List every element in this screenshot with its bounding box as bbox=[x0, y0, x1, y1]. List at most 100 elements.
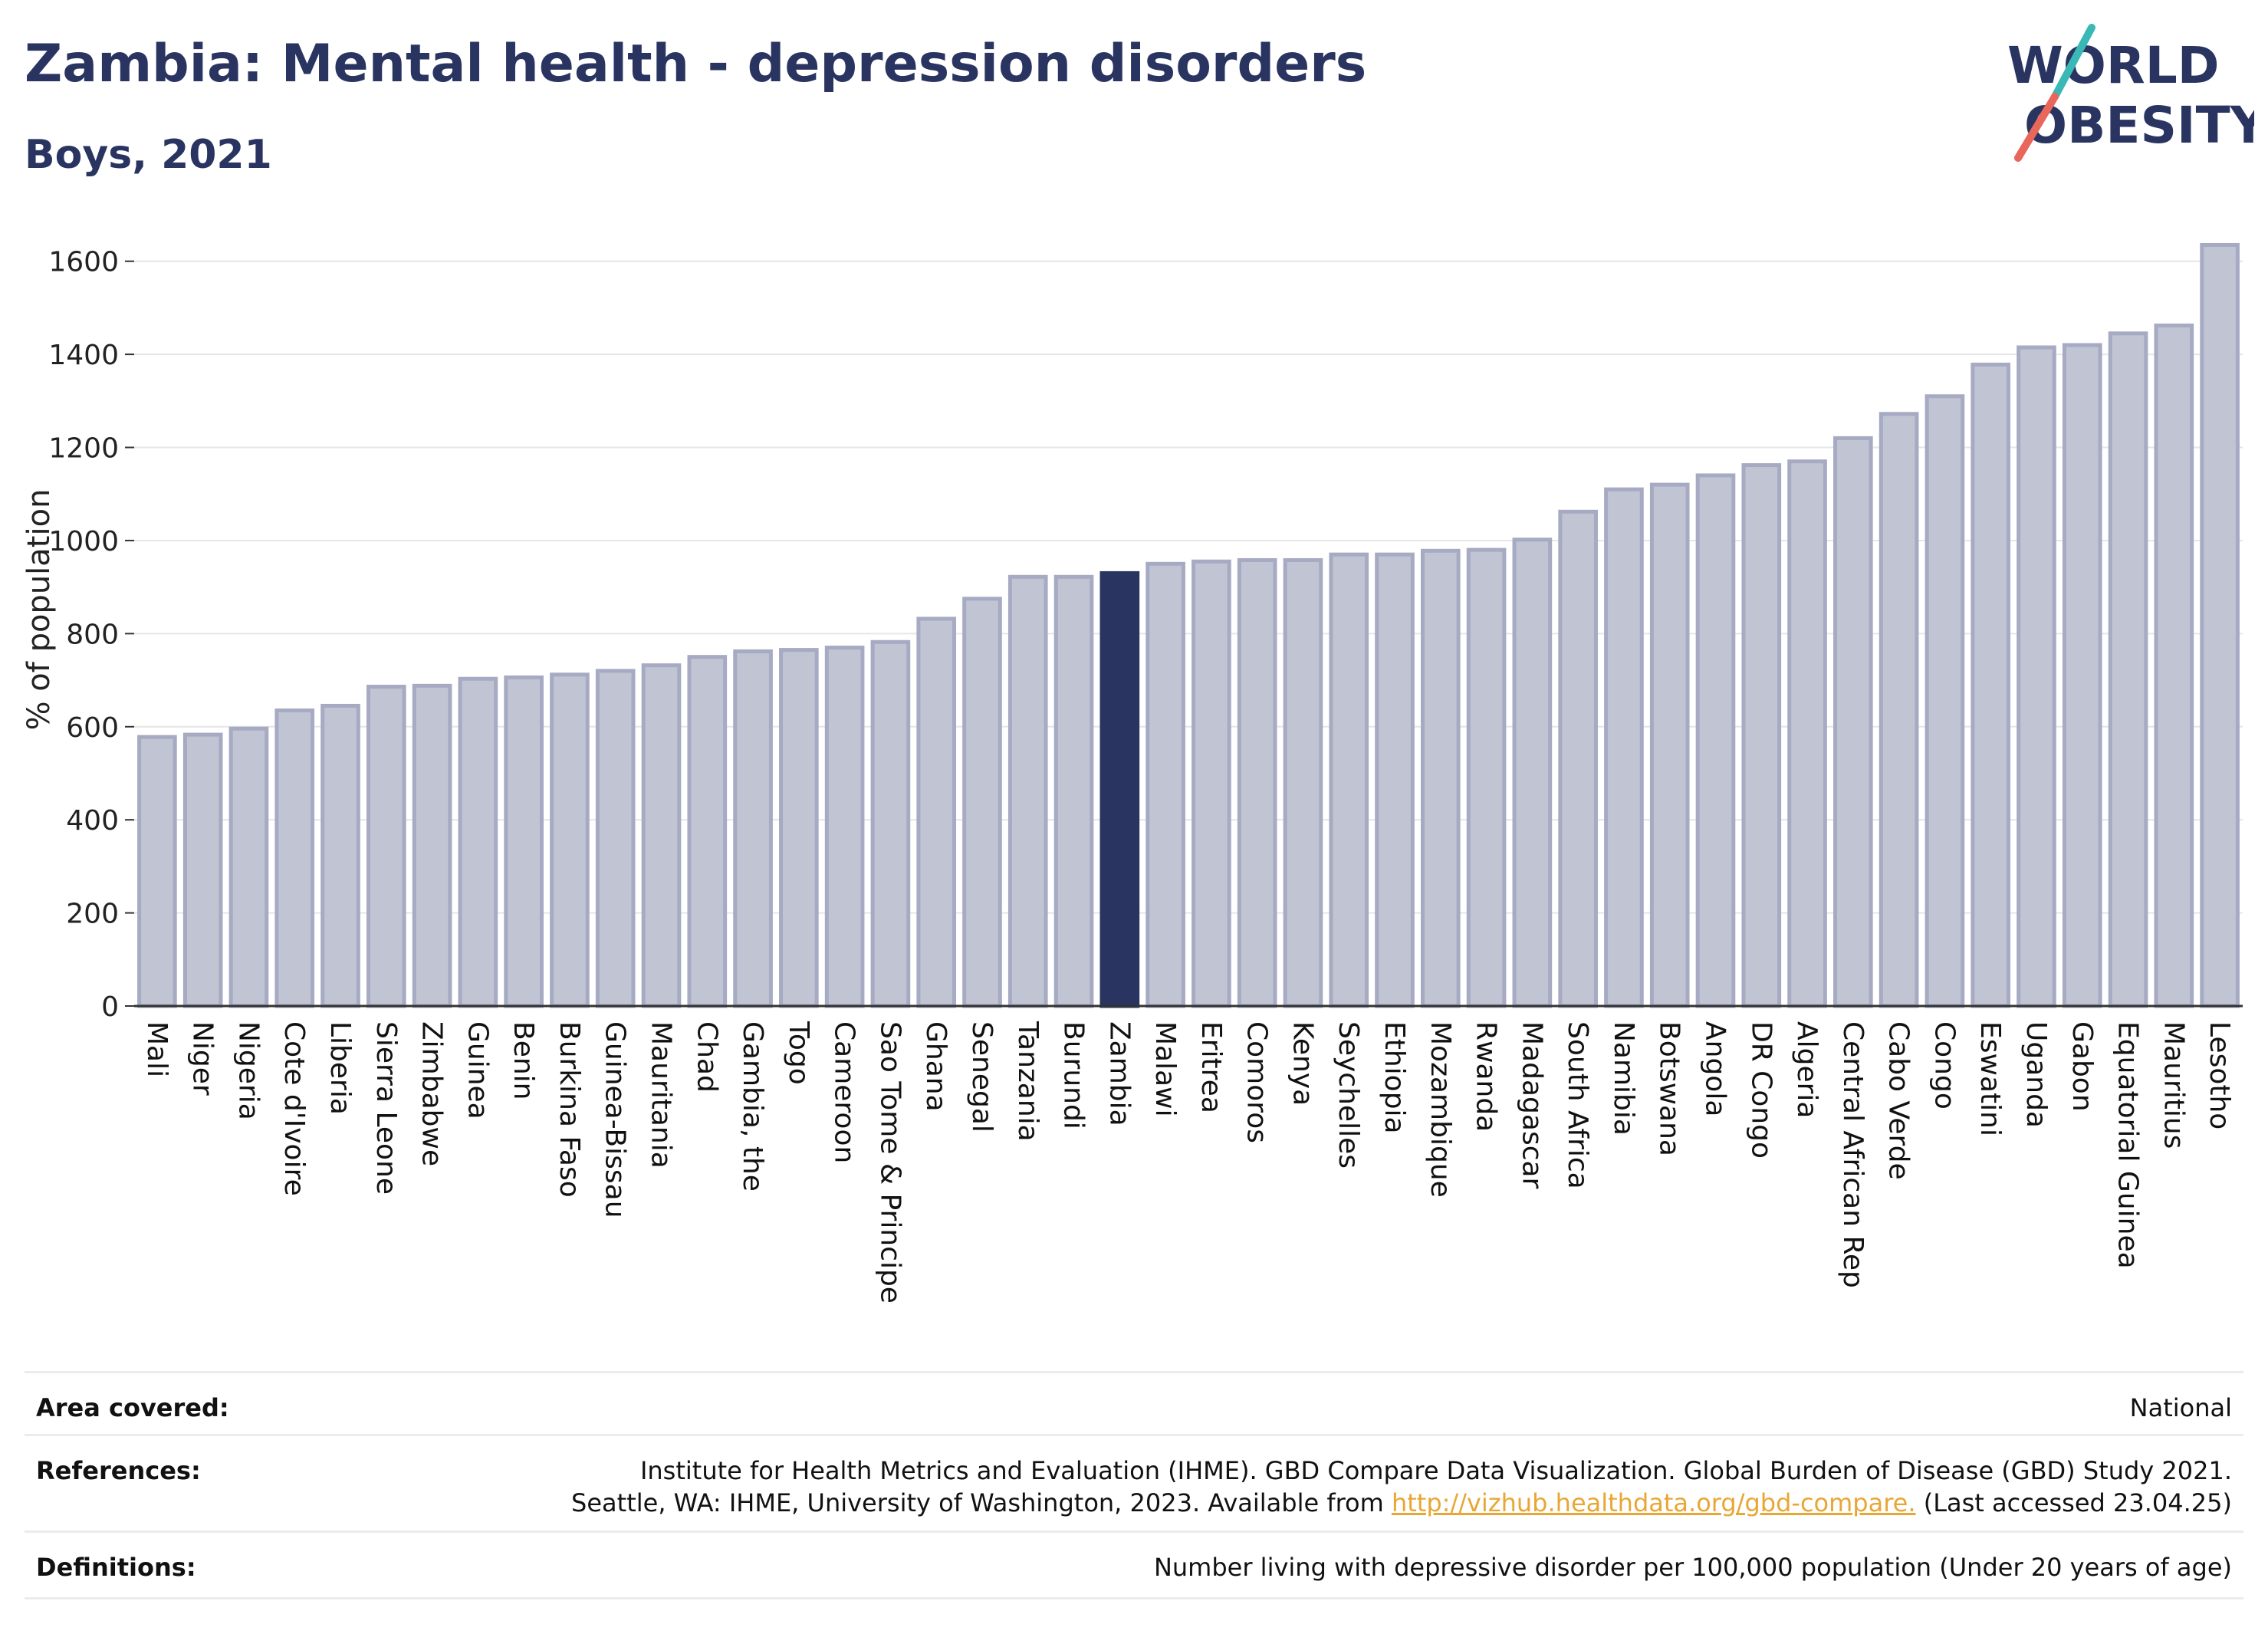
bar bbox=[687, 655, 728, 1008]
references-line2-text: Seattle, WA: IHME, University of Washing… bbox=[571, 1488, 1392, 1517]
x-tick-label: Senegal bbox=[966, 1021, 998, 1133]
bar bbox=[320, 703, 360, 1008]
x-tick-label: South Africa bbox=[1562, 1021, 1593, 1189]
x-tick-label: Madagascar bbox=[1516, 1021, 1547, 1189]
y-tick-label: 0 bbox=[101, 991, 119, 1023]
bar bbox=[2154, 323, 2194, 1008]
x-tick-label: Burundi bbox=[1058, 1021, 1090, 1129]
bar bbox=[1649, 482, 1690, 1008]
world-obesity-logo: WORLD OBESITY bbox=[2001, 21, 2268, 167]
bar bbox=[1053, 574, 1094, 1008]
bar bbox=[137, 735, 177, 1008]
x-tick-labels: Mali Niger Nigeria Cote d'Ivoire Liberia Sier… bbox=[141, 1021, 2235, 1304]
x-tick-label: Seychelles bbox=[1333, 1021, 1364, 1169]
x-tick-label: Togo bbox=[783, 1021, 814, 1085]
bar bbox=[366, 685, 406, 1008]
y-tick-label: 800 bbox=[66, 619, 119, 650]
x-tick-label: Cabo Verde bbox=[1883, 1021, 1915, 1180]
x-tick-label: Kenya bbox=[1287, 1021, 1318, 1106]
references-label: References: bbox=[36, 1456, 201, 1485]
x-tick-label: Uganda bbox=[2020, 1021, 2052, 1128]
y-tick-label: 1200 bbox=[48, 433, 119, 465]
logo-slash-bottom bbox=[2014, 93, 2059, 162]
bar bbox=[824, 646, 865, 1008]
bar bbox=[1283, 557, 1323, 1008]
bar bbox=[2017, 345, 2056, 1008]
chart-title: Zambia: Mental health - depression disor… bbox=[25, 34, 1367, 94]
y-tick-label: 400 bbox=[66, 805, 119, 837]
y-tick-labels: 0 200 400 600 800 1000 1200 1400 1600 bbox=[48, 247, 119, 1023]
bar bbox=[504, 675, 544, 1008]
x-tick-label: Zambia bbox=[1103, 1021, 1135, 1126]
logo-line1: WORLD bbox=[2007, 36, 2220, 95]
x-tick-label: Botswana bbox=[1654, 1021, 1685, 1156]
bar bbox=[779, 648, 819, 1008]
x-tick-label: Congo bbox=[1928, 1021, 1960, 1110]
bar bbox=[274, 709, 315, 1008]
bar bbox=[1192, 559, 1231, 1008]
bar bbox=[962, 597, 1002, 1008]
x-tick-label: Rwanda bbox=[1471, 1021, 1502, 1132]
x-tick-label: Liberia bbox=[324, 1021, 356, 1115]
bar bbox=[2108, 331, 2148, 1008]
x-tick-label: Cameroon bbox=[829, 1021, 860, 1163]
x-tick-label: Equatorial Guinea bbox=[2112, 1021, 2144, 1269]
references-line2: Seattle, WA: IHME, University of Washing… bbox=[571, 1488, 2232, 1517]
bar-highlight bbox=[1099, 570, 1140, 1008]
x-tick-label: Central African Rep bbox=[1837, 1021, 1869, 1288]
bar bbox=[1512, 538, 1553, 1008]
x-tick-label: Chad bbox=[691, 1021, 722, 1093]
x-tick-label: Guinea bbox=[462, 1021, 493, 1119]
definitions-label: Definitions: bbox=[36, 1553, 196, 1582]
bar bbox=[1787, 459, 1827, 1008]
x-tick-label: Mauritania bbox=[646, 1021, 677, 1169]
bar bbox=[1741, 463, 1782, 1008]
x-tick-label: Angola bbox=[1700, 1021, 1731, 1116]
x-tick-label: Mauritius bbox=[2158, 1021, 2189, 1149]
x-tick-label: Algeria bbox=[1791, 1021, 1823, 1119]
y-axis-label: % of population bbox=[21, 489, 57, 731]
x-tick-label: Niger bbox=[187, 1021, 219, 1096]
bar bbox=[1971, 362, 2011, 1008]
bar bbox=[458, 676, 498, 1008]
bar bbox=[550, 672, 590, 1008]
x-tick-label: Lesotho bbox=[2204, 1021, 2235, 1129]
x-tick-label: Ethiopia bbox=[1379, 1021, 1410, 1134]
bar bbox=[1007, 574, 1048, 1008]
bar bbox=[2062, 343, 2102, 1008]
bar bbox=[1925, 394, 1965, 1008]
bar bbox=[1237, 557, 1277, 1008]
x-tick-label: Malawi bbox=[1149, 1021, 1181, 1117]
x-tick-label: Mozambique bbox=[1425, 1021, 1456, 1198]
bar bbox=[1329, 552, 1369, 1008]
x-tick-label: Ghana bbox=[920, 1021, 952, 1112]
x-tick-label: DR Congo bbox=[1745, 1021, 1777, 1159]
x-tick-label: Eritrea bbox=[1195, 1021, 1227, 1113]
x-tick-label: Sierra Leone bbox=[370, 1021, 402, 1195]
x-tick-label: Mali bbox=[141, 1021, 173, 1077]
bar bbox=[1375, 552, 1415, 1008]
references-link[interactable]: http://vizhub.healthdata.org/gbd-compare… bbox=[1391, 1488, 1916, 1517]
area-value: National bbox=[2129, 1393, 2232, 1422]
x-tick-label: Zimbabwe bbox=[416, 1021, 448, 1166]
bar bbox=[228, 726, 269, 1008]
bar-chart: 0 200 400 600 800 1000 1200 1400 1600 Mali Niger N… bbox=[21, 242, 2243, 1304]
bar bbox=[1878, 412, 1919, 1008]
x-tick-label: Gabon bbox=[2066, 1021, 2098, 1112]
axes bbox=[125, 260, 2243, 1008]
bar bbox=[870, 639, 911, 1008]
definitions-value: Number living with depressive disorder p… bbox=[1153, 1553, 2232, 1582]
area-label: Area covered: bbox=[36, 1393, 229, 1422]
bar bbox=[1833, 436, 1873, 1008]
x-tick-label: Guinea-Bissau bbox=[600, 1021, 631, 1218]
y-tick-label: 1000 bbox=[48, 526, 119, 557]
x-tick-label: Gambia, the bbox=[737, 1021, 768, 1192]
bars bbox=[137, 242, 2240, 1008]
x-tick-label: Eswatini bbox=[1974, 1021, 2006, 1136]
bar bbox=[595, 669, 636, 1008]
y-tick-label: 600 bbox=[66, 712, 119, 744]
x-tick-label: Burkina Faso bbox=[554, 1021, 585, 1198]
info-row-references: References: Institute for Health Metrics… bbox=[25, 1434, 2243, 1533]
info-row-definitions: Definitions: Number living with depressi… bbox=[25, 1530, 2243, 1599]
x-tick-label: Cote d'Ivoire bbox=[278, 1021, 310, 1196]
